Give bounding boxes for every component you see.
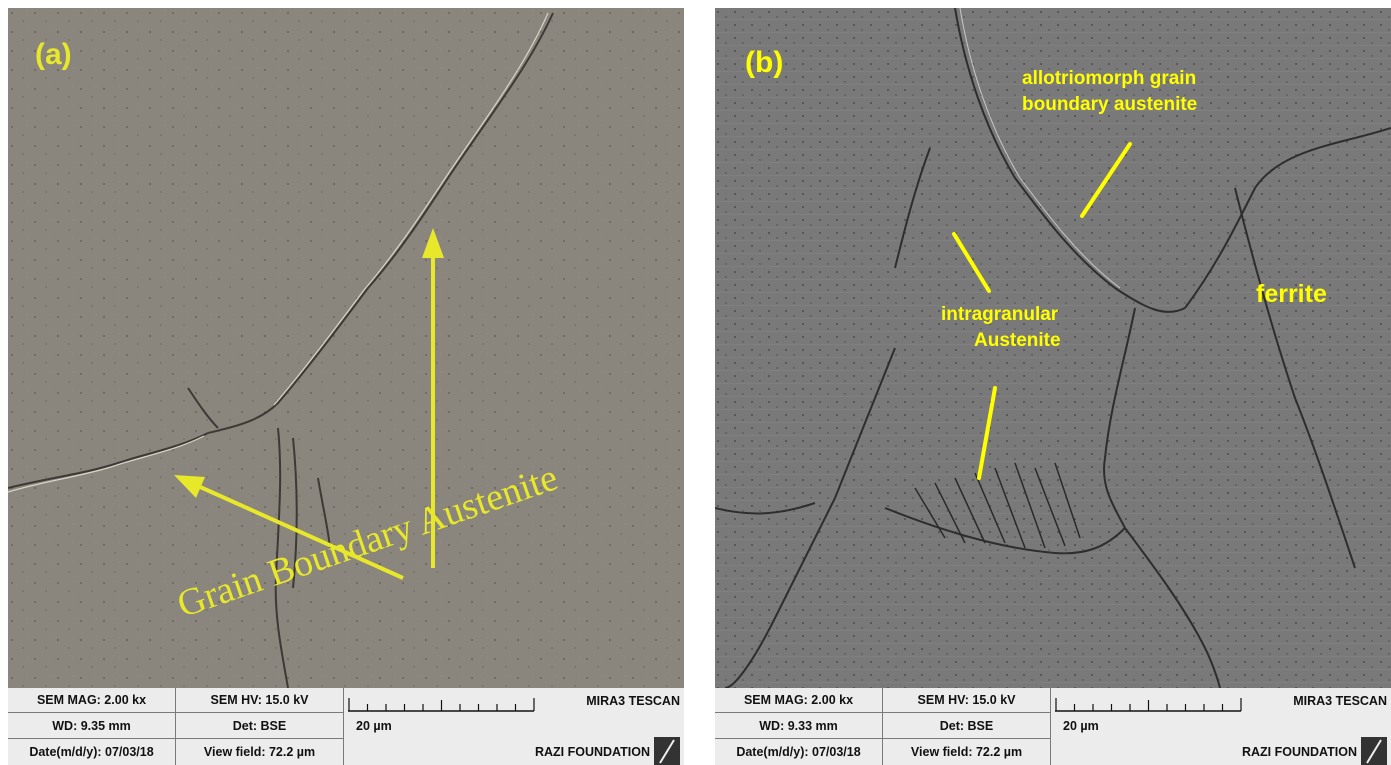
sem-hv: SEM HV: 15.0 kV: [883, 688, 1051, 713]
view-field: View field: 72.2 µm: [176, 739, 344, 765]
scale-label: 20 µm: [356, 719, 392, 733]
scale-bar: [1055, 698, 1242, 712]
facility-name: RAZI FOUNDATION: [534, 745, 650, 759]
working-distance: WD: 9.33 mm: [715, 713, 883, 739]
sem-panel-b: (b) allotriomorph grain boundary austeni…: [715, 8, 1391, 765]
allotriomorph-label-line1: allotriomorph grain: [1022, 68, 1197, 89]
date: Date(m/d/y): 07/03/18: [8, 739, 176, 765]
working-distance: WD: 9.35 mm: [8, 713, 176, 739]
panel-letter-b: (b): [745, 46, 784, 79]
sem-mag: SEM MAG: 2.00 kx: [8, 688, 176, 713]
allotriomorph-label-line2: boundary austenite: [1022, 94, 1198, 115]
sem-mag: SEM MAG: 2.00 kx: [715, 688, 883, 713]
sem-micrograph-b: (b) allotriomorph grain boundary austeni…: [715, 8, 1391, 688]
sem-databar-b: SEM MAG: 2.00 kx SEM HV: 15.0 kV WD: 9.3…: [715, 688, 1391, 765]
scale-bar: [348, 698, 535, 712]
scale-label: 20 µm: [1063, 719, 1099, 733]
tescan-logo: [654, 737, 680, 765]
detector: Det: BSE: [883, 713, 1051, 739]
instrument-name: MIRA3 TESCAN: [586, 694, 680, 708]
intragranular-label-line1: intragranular: [941, 304, 1059, 325]
intragranular-label-line2: Austenite: [974, 330, 1061, 351]
facility-name: RAZI FOUNDATION: [1241, 745, 1357, 759]
view-field: View field: 72.2 µm: [883, 739, 1051, 765]
sem-micrograph-a: (a) Grain Boundary Austenite: [8, 8, 684, 688]
instrument-name: MIRA3 TESCAN: [1293, 694, 1387, 708]
ferrite-label: ferrite: [1256, 280, 1327, 308]
panel-letter-a: (a): [35, 38, 72, 71]
date: Date(m/d/y): 07/03/18: [715, 739, 883, 765]
micrograph-a-texture: [8, 8, 684, 688]
tescan-logo: [1361, 737, 1387, 765]
sem-databar-a: SEM MAG: 2.00 kx SEM HV: 15.0 kV WD: 9.3…: [8, 688, 684, 765]
detector: Det: BSE: [176, 713, 344, 739]
micrograph-b-texture: [715, 8, 1391, 688]
sem-hv: SEM HV: 15.0 kV: [176, 688, 344, 713]
sem-panel-a: (a) Grain Boundary Austenite SEM MAG: 2.…: [8, 8, 684, 765]
